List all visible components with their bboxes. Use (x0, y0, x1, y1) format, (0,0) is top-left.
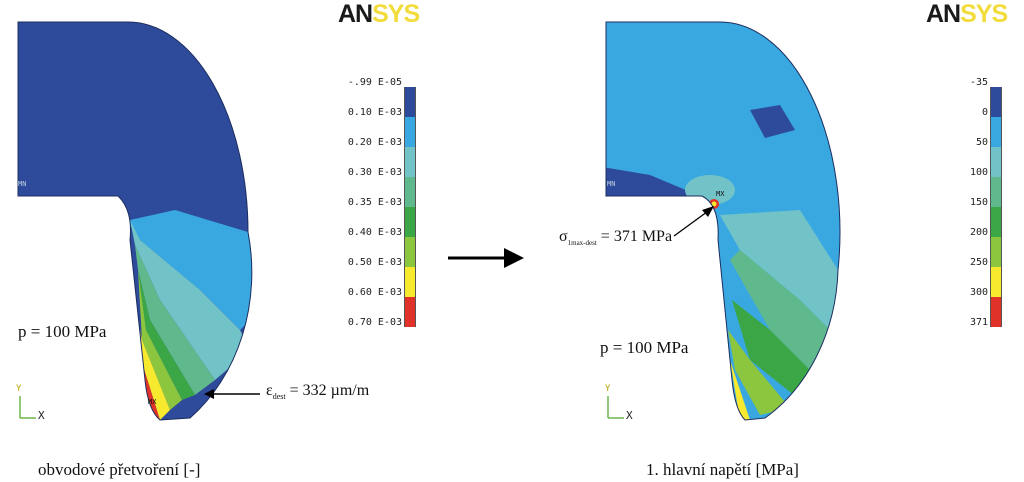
right-legend-tick-7: 300 (969, 287, 988, 298)
left-legend-tick-6: 0.50 E-03 (347, 257, 402, 268)
right-legend-swatch-4 (990, 207, 1002, 237)
right-legend-tick-1: 0 (981, 107, 988, 118)
left-legend-tick-7: 0.60 E-03 (347, 287, 402, 298)
right-legend-swatch-0 (990, 87, 1002, 117)
right-legend: -35 0 50 100 150 200 250 300 371 (950, 73, 1020, 363)
left-legend-tick-2: 0.20 E-03 (347, 137, 402, 148)
right-stress-contour-plot (605, 21, 841, 421)
right-legend-tick-6: 250 (969, 257, 988, 268)
left-legend-tick-1: 0.10 E-03 (347, 107, 402, 118)
left-legend-tick-0: -.99 E-05 (347, 77, 402, 88)
right-stress-annotation: σ1max-dest = 371 MPa (559, 228, 673, 248)
right-mn-label: MN (607, 180, 616, 188)
right-mx-label: MX (716, 190, 725, 198)
right-legend-swatch-5 (990, 237, 1002, 267)
left-pressure-label: p = 100 MPa (18, 322, 107, 341)
right-legend-swatch-6 (990, 267, 1002, 297)
left-legend: -.99 E-05 0.10 E-03 0.20 E-03 0.30 E-03 0.35… (340, 73, 420, 363)
left-legend-tick-4: 0.35 E-03 (347, 197, 402, 208)
left-strain-annotation: εdest = 332 µm/m (266, 382, 370, 402)
right-legend-tick-5: 200 (969, 227, 988, 238)
right-legend-tick-8: 371 (969, 317, 988, 328)
left-legend-tick-3: 0.30 E-03 (347, 167, 402, 178)
right-legend-swatch-2 (990, 147, 1002, 177)
left-legend-tick-8: 0.70 E-03 (347, 317, 402, 328)
right-caption: 1. hlavní napětí [MPa] (646, 460, 799, 479)
left-strain-contour-plot (17, 21, 260, 421)
right-legend-tick-3: 100 (969, 167, 988, 178)
right-ansys-logo: ANSYS (926, 0, 1008, 28)
left-legend-tick-5: 0.40 E-03 (347, 227, 402, 238)
left-legend-swatch-1 (404, 117, 416, 147)
right-legend-tick-2: 50 (975, 137, 988, 148)
left-legend-swatch-6 (404, 267, 416, 297)
left-legend-swatch-5 (404, 237, 416, 267)
left-legend-swatch-0 (404, 87, 416, 117)
left-legend-swatch-2 (404, 147, 416, 177)
left-ansys-logo: ANSYS (338, 0, 420, 28)
right-legend-tick-4: 150 (969, 197, 988, 208)
left-legend-swatch-4 (404, 207, 416, 237)
right-pressure-label: p = 100 MPa (600, 338, 689, 357)
right-legend-tick-0: -35 (969, 77, 988, 88)
right-axis-y-label: Y (605, 384, 611, 394)
left-mx-label: MX (148, 398, 157, 406)
right-axis-x-label: X (626, 409, 633, 422)
left-legend-swatch-3 (404, 177, 416, 207)
transition-arrow (448, 248, 524, 268)
left-axis-y-label: Y (16, 384, 22, 394)
left-caption: obvodové přetvoření [-] (38, 460, 201, 479)
left-axis-x-label: X (38, 409, 45, 422)
right-legend-swatch-7 (990, 297, 1002, 327)
right-legend-swatch-3 (990, 177, 1002, 207)
left-legend-swatch-7 (404, 297, 416, 327)
left-mn-label: MN (18, 180, 27, 188)
right-legend-swatch-1 (990, 117, 1002, 147)
